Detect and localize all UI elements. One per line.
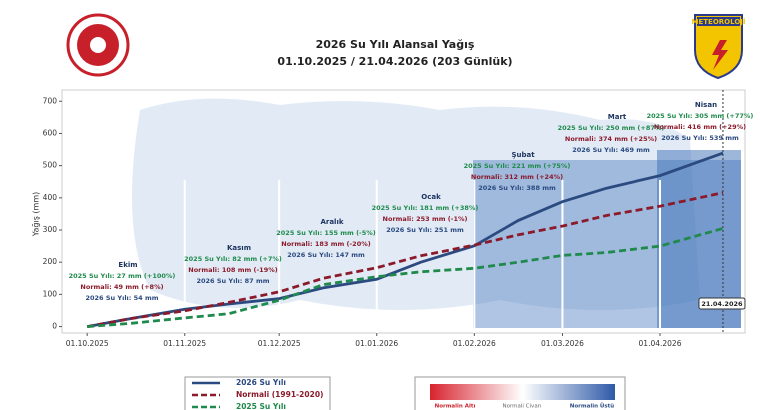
annotation-line: 2025 Su Yılı: 181 mm (+38%) [372, 204, 479, 212]
y-tick-label: 0 [52, 322, 57, 331]
annotation-line: 2025 Su Yılı: 221 mm (+75%) [464, 162, 571, 170]
annotation-month: Nisan [695, 101, 717, 109]
y-tick-label: 600 [43, 128, 58, 137]
annotation-line: 2025 Su Yılı: 305 mm (+77%) [647, 112, 754, 120]
annotation-line: 2026 Su Yılı: 539 mm [661, 134, 739, 142]
x-tick-label: 01.03.2026 [541, 339, 584, 348]
x-tick-label: 01.01.2026 [355, 339, 398, 348]
end-label: 21.04.2026 [701, 300, 743, 308]
colorbar-label: Normali Civarı [503, 404, 542, 410]
lines: 21.04.2026 [86, 90, 746, 333]
annotation-line: Normali: 253 mm (-1%) [383, 215, 468, 223]
y-tick-label: 700 [43, 96, 58, 105]
y-tick-label: 300 [43, 225, 58, 234]
colorbar-label: Normalin Altı [435, 404, 476, 410]
colorbar [430, 384, 615, 400]
logo: METEOROLOJİ [692, 14, 746, 80]
annotation-month: Kasım [227, 244, 251, 252]
y-tick-label: 500 [43, 161, 58, 170]
annotations: Ekim 2025 Su Yılı: 27 mm (+100%) Normali: … [69, 101, 754, 302]
grid: 0 100 200 300 400 500 600 700 01.10.2025 01.11.20… [43, 96, 682, 348]
annotation-line: Normali: 183 mm (-20%) [281, 240, 370, 248]
annotation-line: 2025 Su Yılı: 27 mm (+100%) [69, 272, 176, 280]
legend-label: Normali (1991-2020) [236, 390, 323, 399]
y-axis-label: Yağış (mm) [32, 192, 41, 238]
series-line [86, 191, 724, 328]
emblem [66, 13, 130, 77]
legend: 2026 Su Yılı Normali (1991-2020) 2025 Su Y… [192, 378, 323, 410]
chart-title: 2026 Su Yılı Alansal Yağış [316, 38, 475, 51]
chart-subtitle: 01.10.2025 / 21.04.2026 (203 Günlük) [277, 55, 512, 68]
annotation-line: Normali: 374 mm (+25%) [565, 135, 657, 143]
x-tick-label: 01.04.2026 [639, 339, 682, 348]
annotation-month: Ocak [421, 193, 441, 201]
annotation-month: Ekim [118, 261, 137, 269]
annotation-month: Şubat [511, 151, 535, 159]
x-tick-label: 01.12.2025 [258, 339, 301, 348]
legend-label: 2026 Su Yılı [236, 378, 286, 387]
end-label-box [698, 297, 746, 310]
logo-text: METEOROLOJİ [692, 17, 746, 26]
annotation-month: Aralık [320, 218, 343, 226]
annotation-line: 2026 Su Yılı: 87 mm [196, 277, 269, 285]
annotation-line: 2025 Su Yılı: 82 mm (+7%) [184, 255, 282, 263]
series-line [86, 151, 724, 328]
y-tick-label: 100 [43, 289, 58, 298]
y-tick-label: 400 [43, 193, 58, 202]
annotation-line: Normali: 108 mm (-19%) [188, 266, 277, 274]
annotation-line: Normali: 312 mm (+24%) [471, 173, 563, 181]
annotation-line: 2025 Su Yılı: 250 mm (+87%) [558, 124, 665, 132]
annotation-line: 2026 Su Yılı: 251 mm [386, 226, 464, 234]
colorbar-label: Normalin Üstü [570, 403, 615, 410]
annotation-line: 2026 Su Yılı: 54 mm [85, 294, 158, 302]
annotation-line: 2026 Su Yılı: 147 mm [287, 251, 365, 259]
annotation-line: Normali: 416 mm (+29%) [654, 123, 746, 131]
x-tick-label: 01.02.2026 [453, 339, 496, 348]
x-tick-label: 01.10.2025 [66, 339, 109, 348]
annotation-line: 2026 Su Yılı: 388 mm [478, 184, 556, 192]
annotation-line: Normali: 49 mm (+8%) [80, 283, 163, 291]
legend-label: 2025 Su Yılı [236, 402, 286, 410]
series-line [87, 227, 724, 328]
annotation-line: 2026 Su Yılı: 469 mm [572, 146, 650, 154]
y-tick-label: 200 [43, 257, 58, 266]
x-tick-label: 01.11.2025 [163, 339, 206, 348]
annotation-month: Mart [608, 113, 627, 121]
annotation-line: 2025 Su Yılı: 155 mm (-5%) [276, 229, 376, 237]
